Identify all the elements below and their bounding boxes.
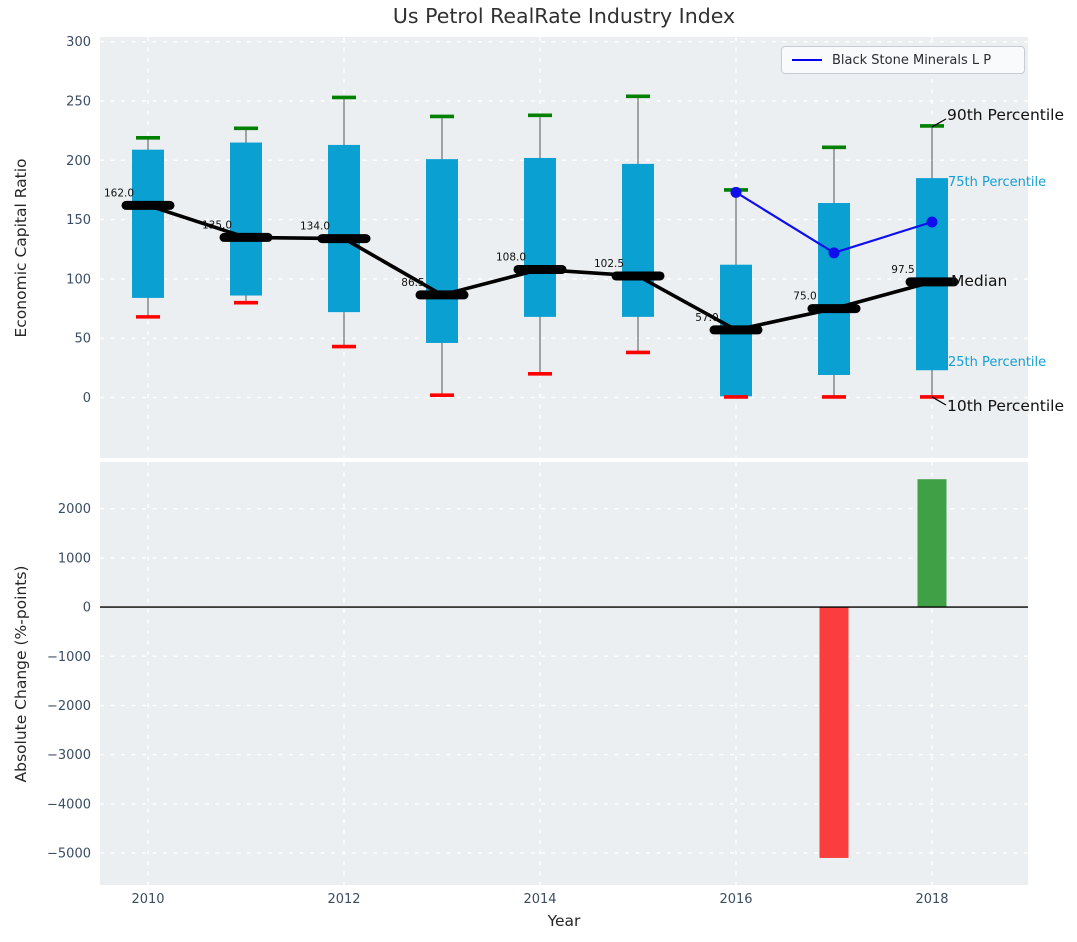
connector-90th [931, 118, 947, 128]
x-tick-2018: 2018 [915, 892, 948, 907]
median-value-label-2018: 97.5 [891, 264, 914, 276]
legend: Black Stone Minerals L P [781, 46, 1025, 74]
median-value-label-2015: 102.5 [594, 258, 624, 270]
bottom-y-tick--1000: −1000 [47, 650, 91, 665]
annotation-90th-percentile: 90th Percentile [947, 106, 1065, 124]
top-y-tick-200: 200 [66, 154, 91, 169]
company-point-2018 [926, 216, 938, 228]
box-2012 [328, 144, 360, 313]
median-value-label-2017: 75.0 [793, 291, 816, 303]
company-point-2017 [828, 247, 840, 259]
bottom-y-axis-label: Absolute Change (%-points) [12, 565, 30, 783]
top-y-tick-300: 300 [66, 35, 91, 50]
box-2018 [916, 178, 948, 371]
bottom-y-tick--3000: −3000 [47, 748, 91, 763]
bottom-y-tick--2000: −2000 [47, 699, 91, 714]
top-y-tick-0: 0 [83, 391, 91, 406]
bottom-chart [100, 462, 1028, 885]
bottom-y-tick--5000: −5000 [47, 847, 91, 862]
box-2015 [622, 163, 654, 317]
bottom-y-tick--4000: −4000 [47, 797, 91, 812]
legend-label: Black Stone Minerals L P [832, 52, 992, 68]
annotation-10th-percentile: 10th Percentile [947, 397, 1065, 415]
median-value-label-2014: 108.0 [496, 251, 526, 263]
box-2013 [426, 159, 458, 343]
top-y-tick-100: 100 [66, 272, 91, 287]
bottom-y-tick-2000: 2000 [58, 502, 91, 517]
x-tick-2014: 2014 [523, 892, 556, 907]
legend-line-sample [792, 59, 822, 61]
top-y-tick-150: 150 [66, 213, 91, 228]
x-tick-2016: 2016 [719, 892, 752, 907]
median-value-label-2011: 135.0 [202, 219, 232, 231]
x-axis-label: Year [547, 912, 581, 930]
top-y-tick-50: 50 [74, 332, 91, 347]
x-tick-2012: 2012 [327, 892, 360, 907]
change-bar-2017 [819, 607, 849, 858]
box-2011 [230, 142, 262, 296]
bottom-axes-background [100, 462, 1028, 885]
bottom-y-tick-1000: 1000 [58, 551, 91, 566]
top-y-axis-label: Economic Capital Ratio [12, 158, 30, 338]
annotation-median: Median [951, 272, 1008, 290]
top-chart: 162.0 135.0 134.0 86.5 108.0 102.5 57.0 75.0 97.… [100, 37, 1028, 458]
median-value-label-2013: 86.5 [401, 277, 424, 289]
page-title: Us Petrol RealRate Industry Index [392, 4, 736, 28]
change-bar-2018 [917, 479, 947, 608]
median-value-label-2012: 134.0 [300, 221, 330, 233]
median-value-label-2016: 57.0 [695, 312, 718, 324]
box-2010 [132, 149, 164, 298]
box-2017 [818, 203, 850, 375]
connector-10th [931, 396, 947, 406]
annotation-75th-percentile: 75th Percentile [948, 175, 1047, 190]
top-y-tick-250: 250 [66, 95, 91, 110]
bottom-y-tick-0: 0 [83, 601, 91, 616]
annotation-25th-percentile: 25th Percentile [948, 355, 1047, 370]
company-point-2016 [730, 186, 742, 198]
median-value-label-2010: 162.0 [104, 187, 134, 199]
x-tick-2010: 2010 [131, 892, 164, 907]
box-2014 [524, 157, 556, 317]
